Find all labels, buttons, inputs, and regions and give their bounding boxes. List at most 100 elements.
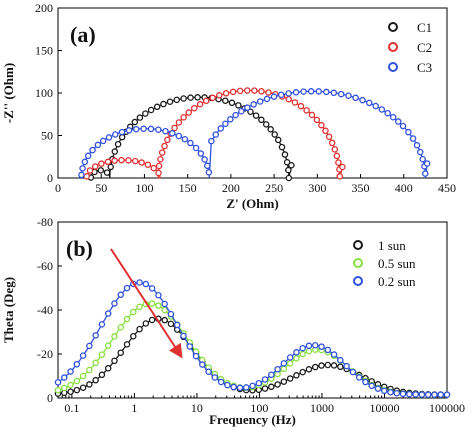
bode-point (79, 352, 87, 359)
bode-point (431, 391, 438, 398)
nyquist-point (166, 98, 174, 105)
bode-point (324, 361, 332, 369)
nyquist-point (323, 88, 330, 96)
nyquist-point (413, 141, 421, 149)
nyquist-series-c1 (87, 94, 295, 182)
nyquist-point (201, 156, 208, 163)
bode-point (374, 385, 382, 392)
bode-point (293, 372, 300, 379)
bode-point (104, 365, 112, 372)
nyquist-y-axis-label: -Z'' (Ohm) (1, 63, 16, 123)
nyquist-point (162, 127, 169, 135)
nyquist-x-tick-label: 250 (265, 181, 283, 195)
bode-point (54, 386, 62, 394)
nyquist-point (138, 159, 145, 166)
legend-label: 0.5 sun (378, 256, 416, 271)
nyquist-panel: 0 50 100 150 200 250 300 350 400 450050100150200 … (1, 1, 456, 211)
nyquist-point (419, 155, 426, 163)
nyquist-point (136, 114, 144, 121)
bode-point (167, 310, 175, 318)
nyquist-point (339, 163, 346, 171)
nyquist-x-tick-label: 400 (395, 181, 413, 195)
bode-x-tick-label: 1 (131, 401, 137, 415)
bode-point (186, 343, 194, 350)
bode-point (73, 386, 81, 394)
nyquist-point (395, 118, 402, 125)
nyquist-point (285, 90, 292, 97)
nyquist-x-tick-label: 50 (95, 181, 107, 195)
bode-legend: 1 sun 0.5 sun 0.2 sun (353, 238, 416, 289)
bode-point (111, 333, 118, 340)
bode-point (224, 381, 231, 389)
nyquist-point (155, 169, 162, 177)
nyquist-point (222, 97, 229, 104)
bode-point (98, 371, 106, 379)
nyquist-point (205, 169, 213, 176)
bode-point (86, 381, 93, 388)
bode-point (355, 374, 363, 381)
nyquist-y-tick-label: 50 (41, 129, 53, 143)
bode-point (424, 391, 432, 398)
bode-point (286, 354, 294, 361)
nyquist-point (250, 101, 257, 108)
nyquist-point (155, 126, 162, 133)
nyquist-point (157, 155, 164, 163)
nyquist-point (160, 100, 167, 108)
bode-point (268, 371, 275, 378)
nyquist-point (105, 134, 113, 141)
bode-panel: 0.1 1 10 100 1000 10000 100000 0 -20 -40 -60 -80 (b… (1, 215, 465, 427)
nyquist-point (399, 122, 407, 130)
nyquist-point (252, 112, 260, 119)
nyquist-point (216, 92, 223, 99)
bode-point (180, 332, 187, 340)
nyquist-point (378, 106, 386, 113)
nyquist-point (203, 97, 210, 105)
bode-y-axis-label: Theta (Deg) (1, 277, 16, 343)
nyquist-point (300, 88, 307, 95)
bode-point (211, 374, 219, 381)
nyquist-point (84, 152, 92, 160)
bode-y-tick-label: -80 (37, 215, 53, 229)
nyquist-point (222, 120, 229, 127)
nyquist-point (292, 89, 300, 96)
bode-point (349, 368, 357, 376)
bode-point (261, 385, 269, 392)
bode-point (337, 363, 344, 371)
nyquist-point (191, 104, 198, 112)
nyquist-x-tick-label: 0 (55, 181, 61, 195)
nyquist-point (262, 121, 270, 128)
nyquist-point (99, 137, 107, 145)
bode-point (67, 388, 74, 395)
nyquist-point (416, 148, 424, 156)
nyquist-point (180, 95, 187, 102)
nyquist-x-tick-label: 450 (438, 181, 456, 195)
nyquist-point (318, 121, 325, 129)
bode-x-axis-label: Frequency (Hz) (209, 412, 296, 427)
nyquist-legend: C1 C2 C3 (388, 20, 432, 75)
nyquist-point (83, 173, 90, 180)
bode-point (381, 387, 388, 395)
nyquist-point (336, 173, 344, 180)
bode-point (274, 365, 281, 373)
bode-x-tick-label: 1000 (310, 401, 334, 415)
bode-point (293, 349, 300, 356)
bode-point (280, 378, 288, 385)
nyquist-point (325, 133, 333, 140)
bode-point (387, 389, 394, 396)
nyquist-point (197, 150, 205, 157)
nyquist-point (153, 103, 161, 111)
bode-point (148, 285, 156, 292)
nyquist-point (359, 96, 366, 104)
bode-point (274, 381, 281, 388)
bode-point (368, 382, 375, 390)
trend-arrow (110, 248, 183, 359)
bode-point (230, 383, 237, 391)
bode-point (242, 384, 250, 391)
nyquist-point (192, 144, 200, 152)
nyquist-point (232, 111, 239, 119)
nyquist-point (164, 136, 171, 144)
bode-point (92, 376, 99, 384)
nyquist-point (330, 89, 338, 97)
nyquist-point (322, 127, 329, 135)
bode-point (199, 361, 206, 368)
